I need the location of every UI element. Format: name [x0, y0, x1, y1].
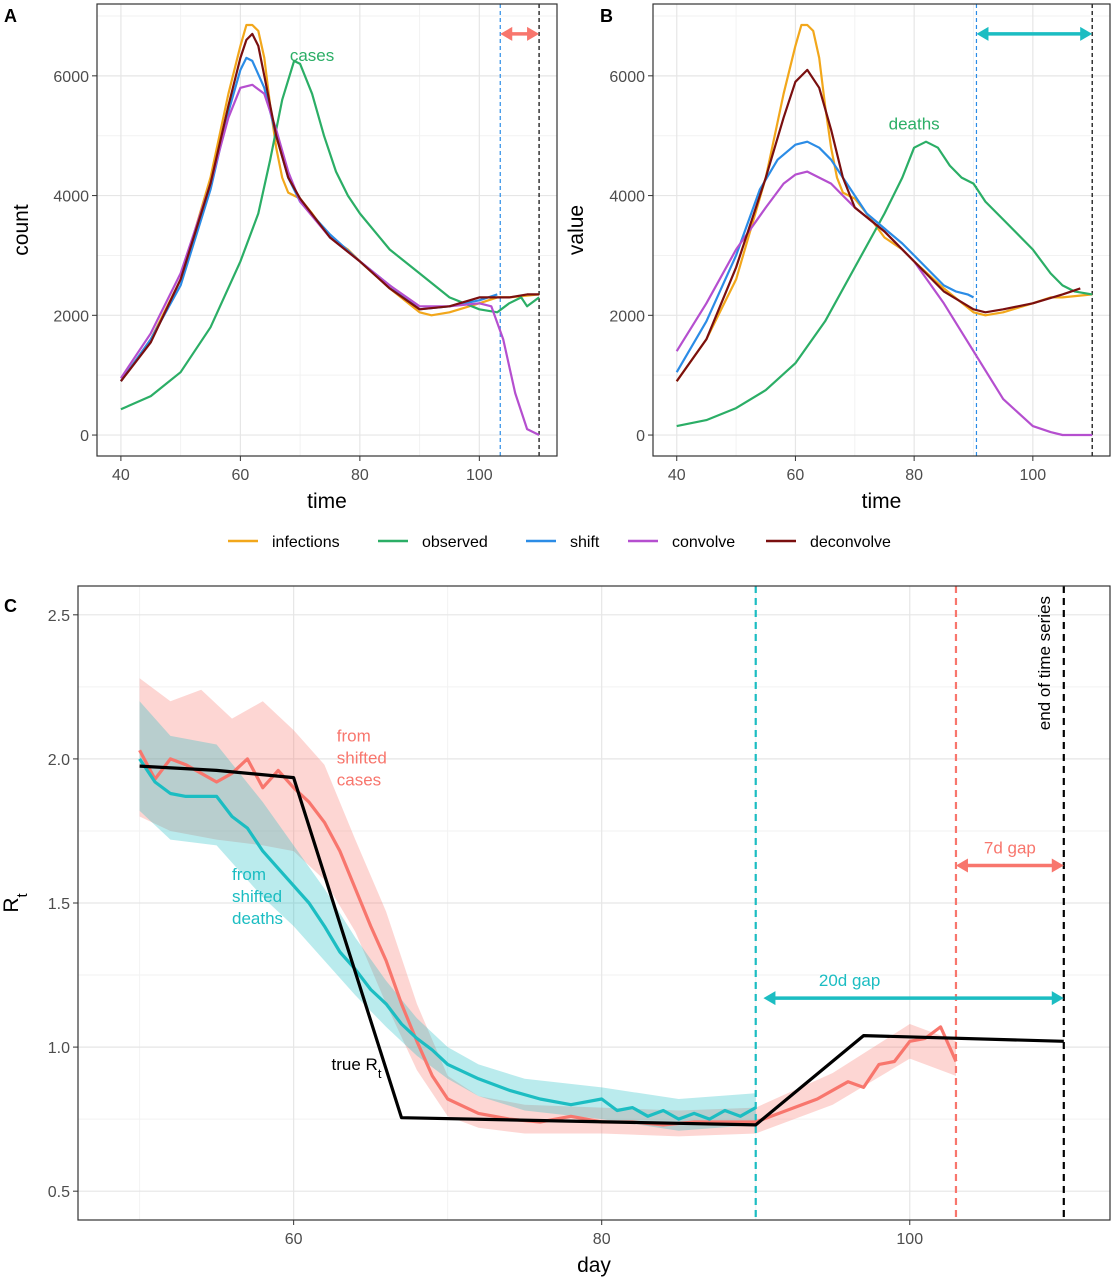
series-annotation: shifted [337, 749, 387, 768]
series-annotation: cases [290, 46, 334, 65]
x-tick-label: 60 [231, 467, 249, 484]
x-tick-label: 100 [466, 467, 493, 484]
y-tick-label: 0 [80, 428, 89, 445]
gap-arrow-head [763, 991, 776, 1006]
legend-label: shift [570, 534, 600, 551]
y-tick-label: 6000 [609, 69, 645, 86]
plot-border [77, 585, 1111, 1221]
legend-label: convolve [672, 534, 735, 551]
plot-layer [675, 4, 1093, 456]
plot-border [96, 3, 558, 457]
x-tick-label: 60 [787, 467, 805, 484]
y-tick-label: 0.5 [48, 1184, 70, 1201]
y-tick-label: 6000 [53, 69, 89, 86]
y-tick-label: 2.5 [48, 608, 70, 625]
panel-letter: A [4, 6, 17, 26]
series-annotation: shifted [232, 887, 282, 906]
gap-arrow-head [955, 858, 968, 873]
y-tick-label: 2000 [53, 308, 89, 325]
series-annotation: cases [337, 771, 381, 790]
gap-label: 20d gap [819, 971, 880, 990]
x-tick-label: 80 [593, 1231, 611, 1248]
gap-arrow-head [1080, 26, 1093, 41]
gap-arrow-head [1051, 991, 1064, 1006]
y-axis-title-subscript: t [14, 893, 31, 898]
x-tick-label: 40 [668, 467, 686, 484]
series-line [139, 764, 1064, 1127]
gap-arrow-head [1051, 858, 1064, 873]
series-line [675, 23, 1093, 382]
plot-layer [138, 586, 1065, 1220]
panel-c: 0.5 1.0 1.5 2.0 2.5 60 80 100 day Rt C end of time … [0, 585, 1111, 1277]
y-axis-title: value [565, 205, 588, 255]
gap-arrow-head [976, 26, 989, 41]
series-line [675, 68, 1081, 382]
series-line [120, 23, 540, 382]
ci-ribbon [139, 678, 957, 1137]
x-tick-label: 100 [896, 1231, 923, 1248]
gap-arrow-head [527, 26, 540, 41]
y-axis-title: count [10, 204, 33, 256]
y-tick-label: 2.0 [48, 752, 70, 769]
x-tick-label: 40 [112, 467, 130, 484]
x-tick-label: 60 [285, 1231, 303, 1248]
x-axis-title: time [862, 490, 902, 513]
panel-letter: B [600, 6, 613, 26]
series-line [138, 749, 958, 1127]
series-line [675, 170, 1093, 437]
y-tick-label: 4000 [609, 189, 645, 206]
series-line [676, 140, 1093, 428]
series-line [120, 59, 540, 411]
x-tick-label: 80 [351, 467, 369, 484]
x-axis-title: day [577, 1254, 611, 1277]
annotation-subscript: t [378, 1066, 382, 1081]
plot-border [652, 3, 1111, 457]
series-annotation: deaths [889, 115, 940, 134]
plot-layer [119, 4, 540, 456]
series-annotation: from [232, 865, 266, 884]
ci-ribbon [139, 701, 756, 1131]
y-axis-title: Rt [0, 893, 31, 913]
legend-label: deconvolve [810, 534, 891, 551]
panel-letter: C [4, 596, 17, 616]
gap-label: 7d gap [984, 839, 1036, 858]
y-tick-label: 1.5 [48, 896, 70, 913]
y-tick-label: 4000 [53, 189, 89, 206]
y-tick-label: 0 [636, 428, 645, 445]
x-tick-label: 80 [905, 467, 923, 484]
x-axis-title: time [307, 490, 347, 513]
x-tick-label: 100 [1019, 467, 1046, 484]
legend-label: observed [422, 534, 488, 551]
y-tick-label: 1.0 [48, 1040, 70, 1057]
y-tick-label: 2000 [609, 308, 645, 325]
series-annotation: deaths [232, 909, 283, 928]
legend-label: infections [272, 534, 340, 551]
series-annotation: from [337, 727, 371, 746]
gap-arrow-head [500, 26, 513, 41]
legend: infections observed shift convolve deconvolv… [228, 534, 891, 551]
series-line [138, 758, 757, 1121]
series-line [120, 32, 540, 382]
vline-label: end of time series [1035, 596, 1054, 730]
